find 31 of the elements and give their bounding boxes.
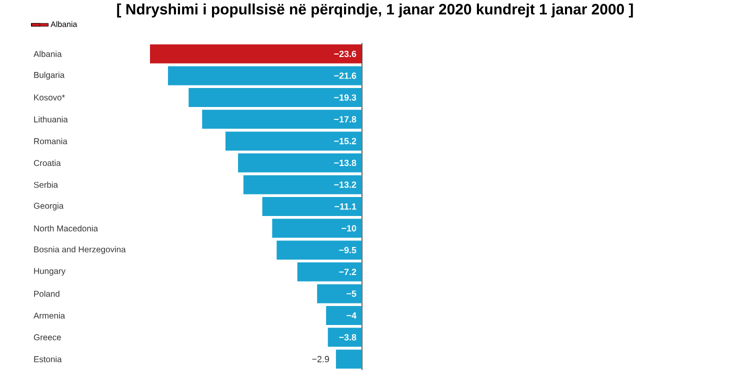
data-label: −9.5 xyxy=(339,246,356,254)
y-tick-label: Bulgaria xyxy=(34,72,65,80)
y-tick-label: Bosnia and Herzegovina xyxy=(34,246,126,254)
y-tick-label: Armenia xyxy=(34,312,66,319)
data-label: −13.8 xyxy=(334,160,356,166)
y-tick-label: Hungary xyxy=(34,268,66,276)
data-label: −23.6 xyxy=(334,50,356,58)
y-tick-label: Romania xyxy=(34,138,68,144)
data-label: −3.8 xyxy=(339,334,356,340)
y-tick-label: Lithuania xyxy=(34,116,68,122)
data-label: −10 xyxy=(342,225,356,232)
y-tick-label: Georgia xyxy=(34,202,64,210)
data-label: −5 xyxy=(346,290,356,297)
data-label: −21.6 xyxy=(334,72,356,79)
chart-title: [ Ndryshimi i popullsisë në përqindje, 1 janar 2020 kundrejt 1 janar 2000 ] xyxy=(117,4,633,18)
y-tick-label: Kosovo* xyxy=(34,94,65,100)
y-tick-label: Poland xyxy=(34,290,60,297)
y-tick-label: Croatia xyxy=(34,160,61,166)
data-label: −7.2 xyxy=(339,268,356,276)
data-label: −4 xyxy=(346,312,356,319)
data-label: −11.1 xyxy=(334,203,356,210)
y-tick-label: Albania xyxy=(34,50,62,58)
y-tick-label: Estonia xyxy=(34,356,62,362)
data-label: −13.2 xyxy=(334,182,356,188)
data-label: −17.8 xyxy=(334,116,356,122)
y-tick-label: Greece xyxy=(34,334,61,340)
y-tick-label: Serbia xyxy=(34,182,58,188)
data-label: −15.2 xyxy=(334,138,356,144)
data-label: −2.9 xyxy=(312,356,330,362)
data-label: −19.3 xyxy=(334,94,356,101)
y-tick-label: North Macedonia xyxy=(34,225,98,232)
